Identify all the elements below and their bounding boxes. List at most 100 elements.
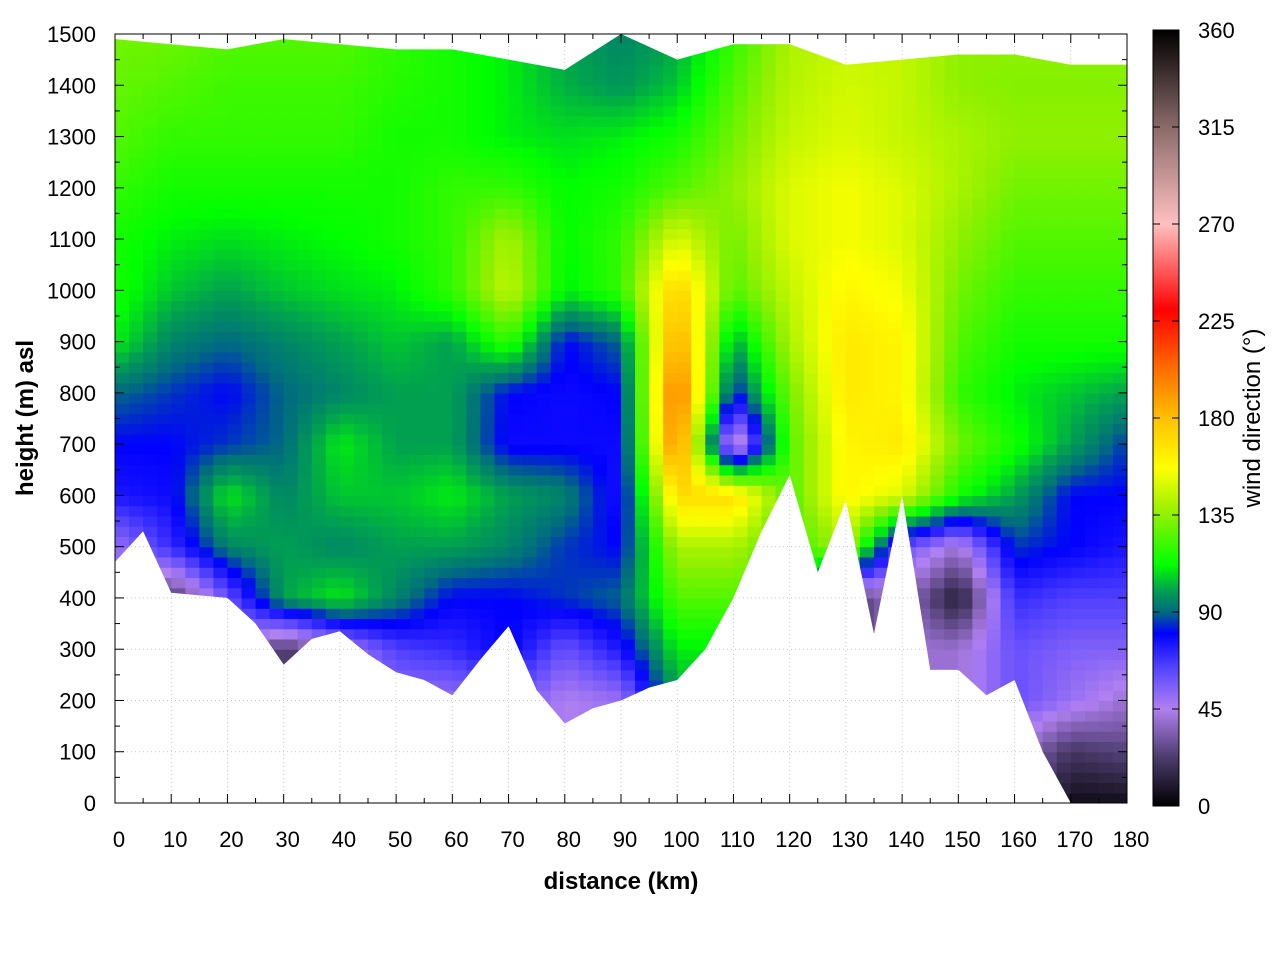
heatmap-cell	[649, 465, 664, 476]
heatmap-cell	[326, 424, 341, 435]
heatmap-cell	[635, 362, 650, 373]
heatmap-cell	[1001, 260, 1016, 271]
heatmap-cell	[270, 96, 285, 107]
heatmap-cell	[958, 670, 973, 681]
heatmap-cell	[537, 629, 552, 640]
heatmap-cell	[340, 690, 355, 701]
heatmap-cell	[452, 219, 467, 230]
heatmap-cell	[818, 567, 833, 578]
heatmap-cell	[762, 280, 777, 291]
heatmap-cell	[424, 208, 439, 219]
heatmap-cell	[635, 424, 650, 435]
heatmap-cell	[438, 383, 453, 394]
heatmap-cell	[986, 126, 1001, 137]
heatmap-cell	[565, 536, 580, 547]
heatmap-cell	[916, 249, 931, 260]
heatmap-cell	[649, 229, 664, 240]
heatmap-cell	[185, 567, 200, 578]
heatmap-cell	[916, 700, 931, 711]
heatmap-cell	[199, 659, 214, 670]
heatmap-cell	[635, 393, 650, 404]
heatmap-cell	[790, 618, 805, 629]
heatmap-cell	[270, 516, 285, 527]
heatmap-cell	[944, 526, 959, 537]
heatmap-cell	[860, 434, 875, 445]
heatmap-cell	[410, 188, 425, 199]
heatmap-cell	[326, 485, 341, 496]
heatmap-cell	[691, 75, 706, 86]
heatmap-cell	[902, 557, 917, 568]
heatmap-cell	[748, 608, 763, 619]
heatmap-cell	[902, 680, 917, 691]
heatmap-cell	[649, 557, 664, 568]
heatmap-cell	[466, 249, 481, 260]
heatmap-cell	[874, 731, 889, 742]
heatmap-cell	[466, 670, 481, 681]
heatmap-cell	[691, 126, 706, 137]
heatmap-cell	[382, 711, 397, 722]
heatmap-cell	[832, 301, 847, 312]
heatmap-cell	[762, 475, 777, 486]
heatmap-cell	[677, 34, 692, 45]
heatmap-cell	[705, 342, 720, 353]
heatmap-cell	[593, 495, 608, 506]
heatmap-cell	[438, 290, 453, 301]
heatmap-cell	[438, 495, 453, 506]
heatmap-cell	[199, 280, 214, 291]
heatmap-cell	[270, 588, 285, 599]
heatmap-cell	[748, 721, 763, 732]
heatmap-cell	[860, 700, 875, 711]
heatmap-cell	[242, 352, 257, 363]
heatmap-cell	[143, 690, 158, 701]
heatmap	[115, 34, 1128, 804]
heatmap-cell	[579, 362, 594, 373]
heatmap-cell	[1015, 85, 1030, 96]
heatmap-cell	[888, 670, 903, 681]
heatmap-cell	[607, 485, 622, 496]
heatmap-cell	[480, 680, 495, 691]
heatmap-cell	[860, 659, 875, 670]
heatmap-cell	[663, 752, 678, 763]
heatmap-cell	[944, 536, 959, 547]
heatmap-cell	[691, 608, 706, 619]
heatmap-cell	[298, 506, 313, 517]
heatmap-cell	[270, 44, 285, 55]
heatmap-cell	[916, 229, 931, 240]
heatmap-cell	[143, 301, 158, 312]
heatmap-cell	[846, 147, 861, 158]
heatmap-cell	[284, 782, 299, 793]
heatmap-cell	[579, 167, 594, 178]
heatmap-cell	[298, 413, 313, 424]
heatmap-cell	[579, 424, 594, 435]
heatmap-cell	[888, 167, 903, 178]
heatmap-cell	[382, 270, 397, 281]
heatmap-cell	[340, 782, 355, 793]
heatmap-cell	[790, 321, 805, 332]
heatmap-cell	[762, 782, 777, 793]
heatmap-cell	[284, 454, 299, 465]
heatmap-cell	[635, 137, 650, 148]
heatmap-cell	[157, 311, 172, 322]
heatmap-cell	[1015, 424, 1030, 435]
heatmap-cell	[958, 608, 973, 619]
heatmap-cell	[284, 434, 299, 445]
heatmap-cell	[565, 311, 580, 322]
heatmap-cell	[129, 608, 144, 619]
heatmap-cell	[424, 516, 439, 527]
heatmap-cell	[129, 536, 144, 547]
heatmap-cell	[354, 516, 369, 527]
heatmap-cell	[719, 413, 734, 424]
heatmap-cell	[888, 198, 903, 209]
heatmap-cell	[171, 75, 186, 86]
heatmap-cell	[579, 249, 594, 260]
heatmap-cell	[762, 752, 777, 763]
heatmap-cell	[986, 567, 1001, 578]
heatmap-cell	[860, 752, 875, 763]
heatmap-cell	[256, 321, 271, 332]
heatmap-cell	[452, 34, 467, 45]
heatmap-cell	[424, 229, 439, 240]
heatmap-cell	[874, 55, 889, 66]
heatmap-cell	[663, 75, 678, 86]
heatmap-cell	[986, 598, 1001, 609]
heatmap-cell	[776, 137, 791, 148]
